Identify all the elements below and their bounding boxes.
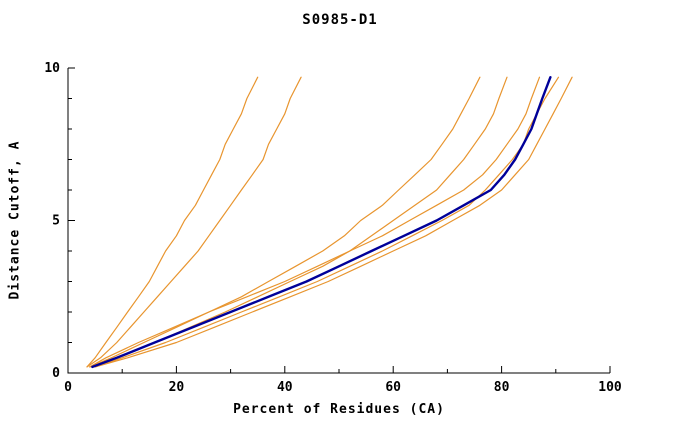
x-tick-label: 80 bbox=[494, 380, 510, 395]
series-model-4 bbox=[89, 76, 508, 368]
x-tick-label: 20 bbox=[169, 380, 185, 395]
series-model-5 bbox=[89, 76, 541, 368]
x-tick-label: 0 bbox=[64, 380, 72, 395]
x-tick-label: 60 bbox=[385, 380, 401, 395]
series-best-model bbox=[91, 75, 552, 369]
series-model-3 bbox=[89, 76, 481, 368]
series-model-2 bbox=[86, 76, 302, 368]
x-tick-label: 100 bbox=[598, 380, 622, 395]
axes bbox=[67, 68, 610, 374]
x-tick-label: 40 bbox=[277, 380, 293, 395]
y-tick-label: 0 bbox=[52, 366, 60, 381]
y-tick-label: 5 bbox=[52, 214, 60, 229]
series-model-1 bbox=[86, 76, 259, 368]
x-axis-label: Percent of Residues (CA) bbox=[233, 402, 445, 417]
y-tick-label: 10 bbox=[44, 61, 60, 76]
chart-title: S0985-D1 bbox=[302, 12, 378, 28]
series-model-7 bbox=[94, 76, 573, 368]
series-model-6 bbox=[94, 76, 560, 368]
